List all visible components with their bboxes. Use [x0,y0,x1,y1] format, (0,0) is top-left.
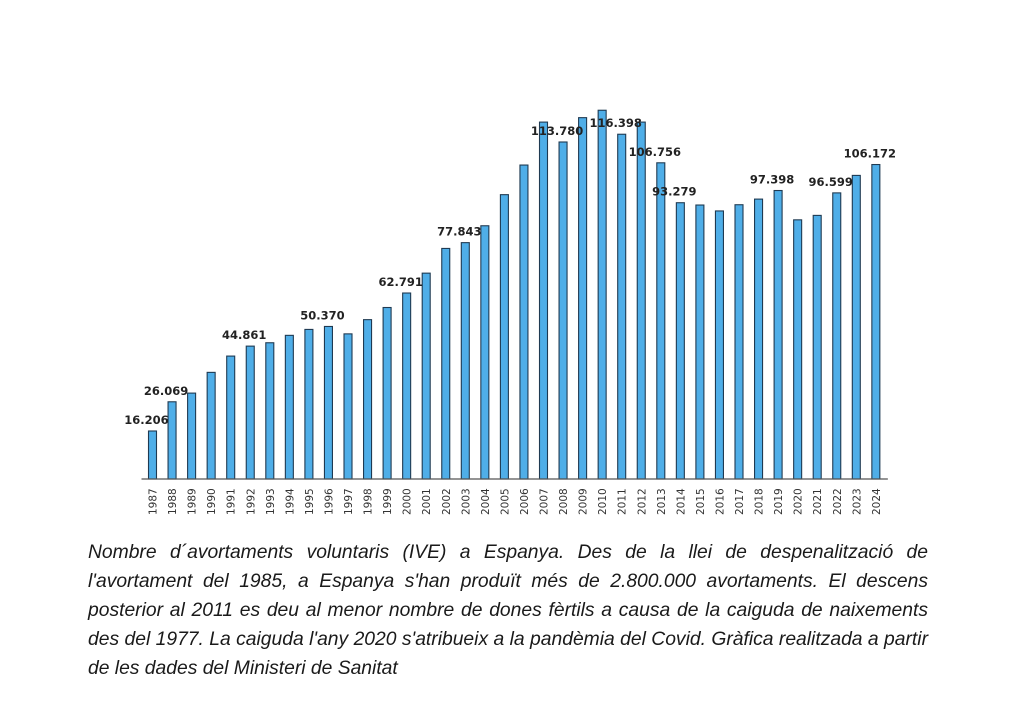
x-tick-1991: 1991 [226,488,238,515]
x-tick-2023: 2023 [851,488,863,515]
x-tick-1996: 1996 [323,488,335,515]
bar-2013 [656,162,666,480]
bar-1993 [265,342,275,480]
bars-group [147,109,881,480]
bar-2005 [499,194,509,480]
x-tick-1988: 1988 [167,488,179,515]
data-label-2003: 77.843 [437,225,481,239]
bar-2019 [773,189,783,480]
figure-caption: Nombre d´avortaments voluntaris (IVE) a … [88,542,928,679]
data-label-1987: 16.206 [124,413,168,427]
x-tick-1995: 1995 [304,488,316,515]
bar-2001 [421,272,431,480]
bar-1990 [206,371,216,480]
bar-1988 [167,401,177,480]
x-tick-2018: 2018 [754,488,766,515]
x-tick-2021: 2021 [812,488,824,515]
x-tick-2020: 2020 [793,488,805,515]
x-tick-2022: 2022 [832,488,844,515]
x-tick-2016: 2016 [714,488,726,515]
x-tick-1990: 1990 [206,488,218,515]
x-tick-2001: 2001 [421,488,433,515]
bar-2011 [617,133,627,480]
bar-1997 [343,333,353,480]
bar-1995 [304,328,314,480]
x-tick-2003: 2003 [460,488,472,515]
bar-1992 [245,345,255,480]
x-tick-1989: 1989 [187,488,199,515]
x-tick-1999: 1999 [382,488,394,515]
x-tick-1987: 1987 [148,488,160,515]
bar-2008 [558,141,568,480]
x-tick-1992: 1992 [245,488,257,515]
bar-1999 [382,306,392,480]
bar-2002 [441,247,451,480]
data-labels: 16.206 26.069 44.861 50.370 62.791 77.843 113.… [124,116,896,427]
x-tick-2007: 2007 [539,488,551,515]
data-label-2000: 62.791 [378,275,422,289]
x-tick-2024: 2024 [871,488,883,515]
bar-2022 [832,192,842,480]
x-tick-1998: 1998 [363,488,375,515]
data-label-2019: 97.398 [750,173,794,187]
bar-1994 [284,334,294,480]
bar-2003 [460,242,470,480]
data-label-2022: 96.599 [809,175,853,189]
x-tick-labels: 1987 1988 1989 1990 1991 1992 1993 1994 1995 1996… [148,488,883,515]
bar-2016 [714,210,725,480]
bar-2023 [851,174,861,480]
x-tick-2002: 2002 [441,488,453,515]
bar-2010 [597,109,607,480]
x-tick-2017: 2017 [734,488,746,515]
bar-1987 [147,430,158,480]
bar-2017 [734,204,744,480]
x-tick-2014: 2014 [675,488,687,515]
bar-2006 [519,164,529,480]
x-tick-2009: 2009 [578,488,590,515]
data-label-1988: 26.069 [144,384,188,398]
data-label-2024: 106.172 [844,147,896,161]
bar-2021 [812,214,822,480]
x-tick-2004: 2004 [480,488,492,515]
bar-2007 [538,121,549,480]
data-label-1992: 44.861 [222,328,266,342]
x-tick-2005: 2005 [499,488,511,515]
bar-1996 [323,325,334,480]
x-tick-2000: 2000 [402,488,414,515]
bar-2015 [695,204,705,480]
x-tick-2008: 2008 [558,488,570,515]
bar-2020 [793,219,803,480]
bar-1989 [187,392,197,480]
bar-1998 [362,319,373,480]
x-tick-1993: 1993 [265,488,277,515]
x-tick-2015: 2015 [695,488,707,515]
x-tick-2019: 2019 [773,488,785,515]
bar-2012 [636,121,646,480]
x-tick-2006: 2006 [519,488,531,515]
bar-2004 [480,225,490,480]
data-label-1996: 50.370 [300,308,344,322]
x-tick-1997: 1997 [343,488,355,515]
bar-2024 [871,163,881,480]
data-label-2008: 113.780 [531,124,583,138]
bar-2018 [753,198,764,480]
data-label-2014: 93.279 [652,185,696,199]
bar-2009 [578,117,588,480]
x-tick-2010: 2010 [597,488,609,515]
data-label-2013: 106.756 [629,145,681,159]
bar-chart: 1987 1988 1989 1990 1991 1992 1993 1994 1995 1996… [124,109,896,515]
bar-2000 [402,292,412,480]
bar-1991 [226,355,236,480]
x-tick-2013: 2013 [656,488,668,515]
data-label-2011: 116.398 [590,116,642,130]
x-tick-1994: 1994 [284,488,296,515]
bar-2014 [675,202,685,480]
x-tick-2011: 2011 [617,488,629,515]
x-tick-2012: 2012 [636,488,648,515]
